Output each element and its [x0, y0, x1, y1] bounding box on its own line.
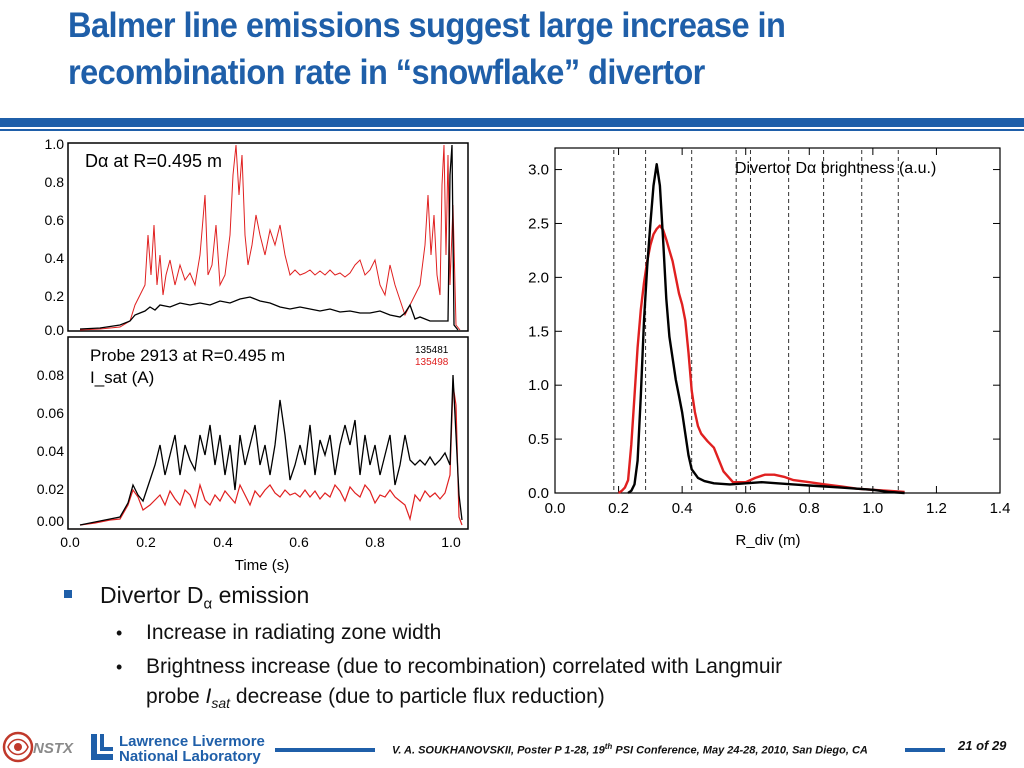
- top-panel-frame: [67, 142, 469, 332]
- y-tick: 1.0: [45, 136, 65, 152]
- time-trace-figure: Dα at R=0.495 m 1.0 0.8 0.6 0.4 0.2 0.0 …: [37, 136, 469, 574]
- x-axis-ticks: 0.0 0.2 0.4 0.6 0.8 1.0 1.2 1.4: [545, 148, 1011, 517]
- bullet-sub-2-tail: decrease (due to particle flux reduction…: [230, 685, 605, 708]
- y-tick-label: 2.0: [528, 269, 549, 286]
- y-tick: 0.04: [37, 443, 64, 459]
- divertor-brightness-chart: Divertor Dα brightness (a.u.) 0.0 0.5 1.0 1…: [528, 147, 1011, 549]
- y-tick: 0.06: [37, 405, 64, 421]
- title-rule: [0, 118, 1024, 127]
- legend-entry-red: 135498: [415, 357, 449, 368]
- y-tick: 0.2: [45, 288, 65, 304]
- footer-citation: V. A. SOUKHANOVSKII, Poster P 1-28, 19th…: [392, 742, 868, 757]
- x-tick: 0.4: [213, 534, 233, 550]
- series-line: [627, 163, 905, 495]
- top-black-trace: [79, 144, 459, 331]
- chart-series: [617, 163, 905, 495]
- citation-main: V. A. SOUKHANOVSKII, Poster P 1-28, 19: [392, 744, 605, 757]
- dashed-vertical-lines: [613, 150, 899, 493]
- series-line: [617, 224, 905, 494]
- chart-xlabel: R_div (m): [735, 532, 800, 549]
- llnl-logo-icon: [91, 734, 113, 760]
- bullet-main-tail: emission: [212, 582, 310, 608]
- x-tick: 0.8: [365, 534, 385, 550]
- y-axis-ticks: 0.0 0.5 1.0 1.5 2.0 2.5 3.0: [528, 162, 1000, 502]
- bottom-panel-xticks: 0.0 0.2 0.4 0.6 0.8 1.0: [60, 534, 461, 550]
- top-panel-yticks: 1.0 0.8 0.6 0.4 0.2 0.0: [45, 136, 65, 338]
- x-tick-label: 0.6: [735, 500, 756, 517]
- y-tick: 0.0: [45, 322, 65, 338]
- bullet-sub-1: • Increase in radiating zone width: [62, 618, 962, 648]
- y-tick: 0.6: [45, 212, 65, 228]
- x-tick-label: 0.2: [608, 500, 629, 517]
- x-tick: 1.0: [441, 534, 461, 550]
- bullet-sub-2-sat: sat: [211, 695, 231, 712]
- footer: NSTX Lawrence Livermore National Laborat…: [0, 728, 1024, 768]
- bullet-main: Divertor Dα emission: [62, 580, 962, 614]
- y-tick-label: 2.5: [528, 215, 549, 232]
- top-panel-label: Dα at R=0.495 m: [85, 151, 222, 171]
- y-tick-label: 0.0: [528, 485, 549, 502]
- legend-entry-black: 135481: [415, 345, 449, 356]
- bullet-sub-2-probe: probe: [146, 685, 206, 708]
- y-tick: 0.00: [37, 513, 64, 529]
- title-rule-thin: [0, 129, 1024, 131]
- title-line-1: Balmer line emissions suggest large incr…: [68, 6, 786, 45]
- y-tick: 0.4: [45, 250, 65, 266]
- title-line-2: recombination rate in “snowflake” divert…: [68, 53, 705, 92]
- x-tick-label: 1.2: [926, 500, 947, 517]
- dot-bullet-icon: •: [116, 623, 123, 643]
- slide-title: Balmer line emissions suggest large incr…: [68, 2, 942, 96]
- bullet-main-sub: α: [203, 595, 213, 613]
- bullet-sub-2: • Brightness increase (due to recombinat…: [62, 652, 962, 718]
- y-tick: 0.08: [37, 367, 64, 383]
- y-tick-label: 3.0: [528, 162, 549, 179]
- llnl-line-1: Lawrence Livermore: [119, 733, 265, 750]
- x-tick-label: 0.0: [545, 500, 566, 517]
- x-tick-label: 0.4: [672, 500, 693, 517]
- y-tick-label: 1.5: [528, 323, 549, 340]
- bullet-main-text: Divertor D: [100, 582, 204, 608]
- y-tick: 0.8: [45, 174, 65, 190]
- nstx-logo: NSTX: [2, 731, 74, 763]
- bottom-red-trace: [79, 384, 463, 526]
- citation-sup: th: [604, 742, 613, 751]
- y-tick-label: 0.5: [528, 431, 549, 448]
- bottom-panel-frame: [67, 336, 469, 530]
- x-tick: 0.0: [60, 534, 80, 550]
- footer-rule-right: [905, 748, 945, 752]
- chart-title: Divertor Dα brightness (a.u.): [735, 160, 936, 177]
- footer-rule-left: [275, 748, 375, 752]
- x-tick: 0.6: [289, 534, 309, 550]
- y-tick: 0.02: [37, 481, 64, 497]
- x-tick-label: 1.4: [990, 500, 1011, 517]
- llnl-wordmark: Lawrence Livermore National Laboratory: [119, 734, 265, 764]
- bottom-panel-label-1: Probe 2913 at R=0.495 m: [90, 346, 285, 365]
- bottom-black-trace: [79, 374, 463, 526]
- citation-tail: PSI Conference, May 24-28, 2010, San Die…: [612, 744, 868, 757]
- nstx-wordmark: NSTX: [33, 740, 74, 757]
- chart-frame: [554, 147, 1001, 494]
- bottom-panel-xlabel: Time (s): [235, 557, 289, 574]
- bottom-panel-yticks: 0.08 0.06 0.04 0.02 0.00: [37, 367, 64, 529]
- bullet-sub-2-line1: Brightness increase (due to recombinatio…: [146, 655, 783, 678]
- x-tick: 0.2: [136, 534, 156, 550]
- page-number: 21 of 29: [958, 738, 1007, 753]
- top-red-trace: [79, 144, 461, 331]
- x-tick-label: 1.0: [862, 500, 883, 517]
- x-tick-label: 0.8: [799, 500, 820, 517]
- square-bullet-icon: [64, 590, 72, 598]
- bullet-sub-1-text: Increase in radiating zone width: [146, 621, 442, 644]
- dot-bullet-icon: •: [116, 657, 123, 677]
- bullet-sub-2-i: I: [205, 685, 212, 708]
- bottom-panel-label-2: I_sat (A): [90, 368, 154, 387]
- bullet-list: Divertor Dα emission • Increase in radia…: [62, 580, 962, 718]
- llnl-line-2: National Laboratory: [119, 748, 261, 765]
- y-tick-label: 1.0: [528, 377, 549, 394]
